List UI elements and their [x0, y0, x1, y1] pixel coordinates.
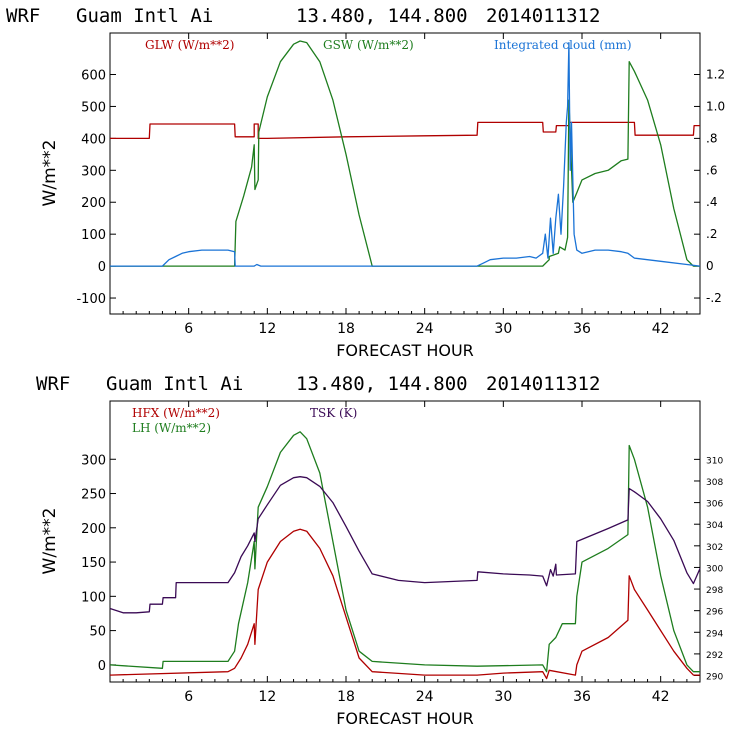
top-xtick-label: 12 [258, 321, 276, 337]
bottom-xtick-label: 12 [258, 689, 276, 705]
bottom-title-coords: 13.480, 144.800 [296, 373, 468, 395]
top-ytick-label: 200 [81, 196, 106, 211]
bottom-y2-axis: 290 292 294 296 298 300 302 304 306 308 310 [694, 456, 723, 683]
top-xtick-label: 42 [652, 321, 670, 337]
bottom-y2tick-label: 290 [706, 673, 723, 683]
top-ytick-label: 300 [81, 164, 106, 179]
bottom-ytick-label: 100 [81, 590, 106, 605]
bottom-ytick-label: 200 [81, 522, 106, 537]
top-x-axis-label: FORECAST HOUR [336, 341, 474, 360]
top-legend-cloud: Integrated cloud (mm) [494, 38, 632, 52]
top-series-line-1 [110, 40, 700, 267]
bottom-y2tick-label: 298 [706, 586, 723, 596]
bottom-y2tick-label: 304 [706, 521, 723, 531]
top-y2tick-label: 0 [706, 259, 714, 273]
bottom-xtick-label: 24 [416, 689, 434, 705]
top-xtick-label: 36 [573, 321, 591, 337]
bottom-xtick-label: 18 [337, 689, 355, 705]
bottom-x-axis-label: FORECAST HOUR [336, 709, 474, 728]
bottom-y2tick-label: 294 [706, 629, 723, 639]
bottom-legend: HFX (W/m**2) LH (W/m**2) TSK (K) [132, 406, 357, 435]
bottom-y2tick-label: 300 [706, 564, 723, 574]
bottom-y-axis: 0 50 100 150 200 250 300 [81, 453, 116, 674]
top-ytick-label: 400 [81, 132, 106, 147]
top-y2tick-label: -.2 [706, 291, 722, 305]
bottom-y2tick-label: 302 [706, 543, 723, 553]
top-ytick-label: 100 [81, 228, 106, 243]
top-y2-axis: -.2 0 .2 .4 .6 .8 1.0 1.2 [694, 68, 725, 305]
bottom-xtick-label: 42 [652, 689, 670, 705]
top-legend-gsw: GSW (W/m**2) [323, 38, 414, 52]
top-plot-frame [109, 32, 701, 315]
bottom-title-run: 2014011312 [486, 373, 600, 395]
bottom-y2tick-label: 310 [706, 456, 723, 466]
bottom-xtick-label: 36 [573, 689, 591, 705]
top-y2tick-label: .2 [706, 227, 717, 241]
bottom-xtick-label: 30 [494, 689, 512, 705]
bottom-y-axis-label: W/m**2 [40, 508, 60, 575]
top-xtick-label: 30 [494, 321, 512, 337]
top-legend: GLW (W/m**2) GSW (W/m**2) Integrated clo… [145, 38, 632, 52]
bottom-series-group [109, 431, 701, 680]
top-title-station: Guam Intl Ai [76, 5, 213, 27]
top-title-coords: 13.480, 144.800 [296, 5, 468, 27]
bottom-plot-frame [109, 400, 701, 683]
top-ytick-label: -100 [76, 292, 106, 307]
bottom-series-line-0 [109, 528, 700, 680]
bottom-series-line-1 [109, 431, 700, 673]
top-title-model: WRF [6, 5, 40, 27]
top-y2tick-label: 1.2 [706, 68, 725, 82]
top-y2tick-label: .6 [706, 163, 717, 177]
top-xtick-label: 24 [416, 321, 434, 337]
bottom-y2tick-label: 308 [706, 478, 723, 488]
bottom-legend-hfx: HFX (W/m**2) [132, 406, 220, 420]
bottom-y2tick-label: 292 [706, 651, 723, 661]
top-ytick-label: 500 [81, 100, 106, 115]
bottom-ytick-label: 50 [89, 625, 106, 640]
bottom-xtick-label: 6 [184, 689, 193, 705]
bottom-y2tick-label: 306 [706, 500, 723, 510]
top-series-line-0 [110, 121, 700, 140]
top-series-group [110, 40, 701, 267]
top-x-axis: 6 12 18 24 30 36 42 [122, 33, 688, 337]
bottom-title-station: Guam Intl Ai [106, 373, 243, 395]
top-legend-glw: GLW (W/m**2) [145, 38, 234, 52]
top-chart: WRF Guam Intl Ai 13.480, 144.800 2014011… [6, 5, 725, 360]
bottom-title-model: WRF [36, 373, 70, 395]
bottom-legend-lh: LH (W/m**2) [132, 421, 211, 435]
bottom-legend-tsk: TSK (K) [310, 406, 357, 420]
bottom-ytick-label: 0 [98, 659, 106, 674]
bottom-series-line-2 [109, 476, 701, 614]
top-xtick-label: 18 [337, 321, 355, 337]
bottom-chart: WRF Guam Intl Ai 13.480, 144.800 2014011… [36, 373, 723, 728]
top-ytick-label: 0 [98, 260, 106, 275]
top-y2tick-label: .8 [706, 131, 717, 145]
top-ytick-label: 600 [81, 69, 106, 84]
top-xtick-label: 6 [184, 321, 193, 337]
top-title-run: 2014011312 [486, 5, 600, 27]
top-series-line-2 [110, 41, 701, 267]
bottom-ytick-label: 250 [81, 488, 106, 503]
top-y-axis-label: W/m**2 [40, 140, 60, 207]
bottom-ytick-label: 150 [81, 556, 106, 571]
top-y2tick-label: 1.0 [706, 99, 725, 113]
bottom-ytick-label: 300 [81, 453, 106, 468]
bottom-x-axis: 6 12 18 24 30 36 42 [122, 401, 688, 705]
top-y2tick-label: .4 [706, 195, 717, 209]
bottom-y2tick-label: 296 [706, 608, 723, 618]
